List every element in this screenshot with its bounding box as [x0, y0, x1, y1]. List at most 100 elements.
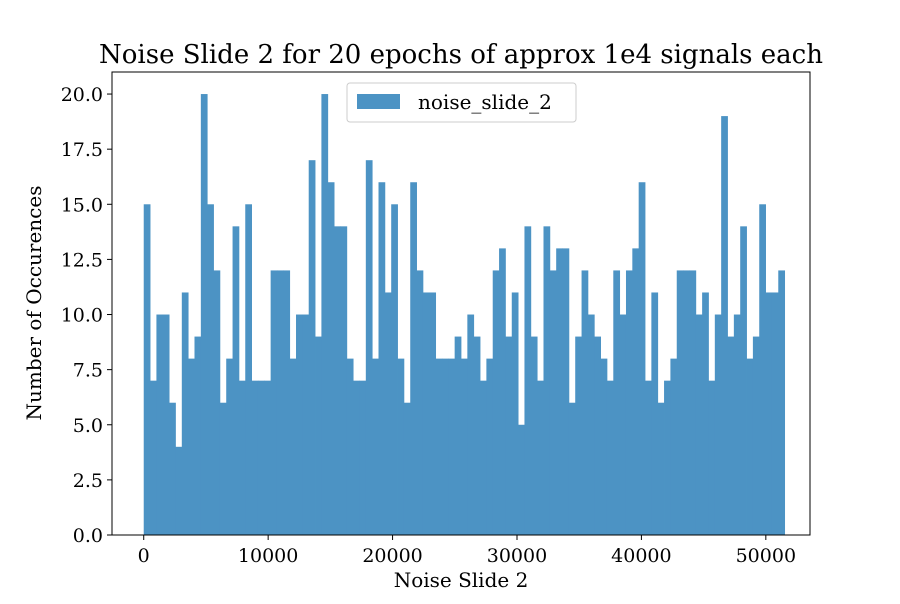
- histogram-bar: [778, 270, 786, 535]
- histogram-bar: [276, 270, 284, 535]
- histogram-bar: [581, 270, 589, 535]
- histogram-bar: [346, 358, 354, 535]
- histogram-bar: [765, 292, 773, 535]
- histogram-bar: [480, 380, 487, 535]
- histogram-bar: [708, 380, 716, 535]
- legend-box: [346, 82, 577, 123]
- histogram-bar: [251, 380, 259, 535]
- histogram-bar: [467, 314, 475, 535]
- histogram-bar: [543, 226, 551, 536]
- histogram-bar: [651, 292, 659, 535]
- histogram-bar: [429, 292, 437, 535]
- histogram-bar: [771, 292, 779, 535]
- histogram-bar: [752, 336, 760, 535]
- histogram-bar: [714, 314, 722, 535]
- y-axis-ticks: 0.0 2.5 5.0 7.5 10.0 12.5 15.0 17.5 20.0: [61, 84, 112, 547]
- histogram-bar: [632, 248, 640, 535]
- histogram-bar: [143, 204, 151, 536]
- histogram-bar: [461, 358, 468, 535]
- x-tick-label: 40000: [611, 545, 671, 567]
- histogram-bar: [619, 314, 627, 535]
- histogram-bar: [721, 116, 728, 535]
- histogram-bar: [638, 182, 646, 535]
- y-tick-label: 15.0: [61, 194, 103, 216]
- histogram-bar: [422, 292, 430, 535]
- histogram-bar: [296, 314, 303, 535]
- histogram-bar: [740, 226, 747, 536]
- histogram-bar: [499, 248, 506, 535]
- histogram-bar: [689, 270, 697, 535]
- histogram-bar: [181, 292, 189, 535]
- legend-label: noise_slide_2: [418, 90, 552, 114]
- histogram-bar: [213, 270, 221, 535]
- histogram-bar: [315, 336, 322, 535]
- histogram-bar: [378, 182, 386, 535]
- histogram-bar: [645, 380, 652, 535]
- histogram-bar: [359, 380, 367, 535]
- y-tick-label: 12.5: [61, 249, 103, 271]
- histogram-bar: [150, 380, 157, 535]
- legend-swatch: [357, 94, 400, 109]
- histogram-bar: [492, 270, 500, 535]
- histogram-bar: [676, 270, 684, 535]
- histogram-bar: [746, 358, 754, 535]
- histogram-bar: [562, 248, 570, 535]
- histogram-bar: [289, 358, 297, 535]
- y-tick-label: 7.5: [73, 360, 103, 382]
- x-tick-label: 20000: [362, 545, 422, 567]
- x-tick-label: 0: [138, 545, 150, 567]
- histogram-bar: [372, 358, 379, 535]
- y-tick-label: 2.5: [73, 470, 103, 492]
- histogram-bar: [556, 248, 563, 535]
- histogram-bar: [175, 446, 183, 535]
- histogram-bar: [537, 380, 544, 535]
- histogram-bar: [625, 270, 633, 535]
- histogram-bar: [505, 336, 513, 535]
- histogram-bar: [302, 314, 310, 535]
- histogram-bar: [473, 336, 481, 535]
- histogram-bar: [575, 336, 582, 535]
- chart-title: Noise Slide 2 for 20 epochs of approx 1e…: [99, 40, 823, 70]
- histogram-bar: [219, 402, 227, 535]
- histogram-bar: [156, 314, 164, 535]
- histogram-bar: [232, 226, 240, 536]
- histogram-bar: [365, 160, 373, 535]
- histogram-bar: [327, 182, 335, 535]
- histogram-bar: [384, 292, 392, 535]
- histogram-bar: [664, 380, 671, 535]
- histogram-bar: [410, 182, 417, 535]
- histogram-bar: [194, 336, 202, 535]
- legend: noise_slide_2: [346, 82, 577, 123]
- bars-group: [143, 94, 786, 536]
- histogram-bar: [568, 402, 576, 535]
- histogram-bar: [511, 292, 519, 535]
- y-tick-label: 5.0: [73, 415, 103, 437]
- y-axis-label: Number of Occurences: [22, 186, 46, 421]
- histogram-bar: [486, 358, 494, 535]
- histogram-bar: [416, 270, 424, 535]
- histogram-bar: [587, 314, 595, 535]
- histogram-bar: [403, 402, 411, 535]
- histogram-bar: [759, 204, 766, 536]
- histogram-bar: [283, 270, 291, 535]
- histogram-bar: [238, 380, 246, 535]
- histogram-bar: [264, 380, 272, 535]
- histogram-bar: [435, 358, 443, 535]
- histogram-bar: [162, 314, 170, 535]
- x-tick-label: 10000: [238, 545, 298, 567]
- histogram-bar: [530, 336, 538, 535]
- histogram-bar: [270, 270, 278, 535]
- x-axis-ticks: 0 10000 20000 30000 40000 50000: [138, 535, 796, 567]
- histogram-bar: [600, 358, 608, 535]
- histogram-bar: [353, 380, 360, 535]
- histogram-bar: [397, 358, 405, 535]
- histogram-bar: [524, 226, 532, 536]
- histogram-bar: [695, 314, 703, 535]
- plot-frame: [111, 71, 811, 536]
- histogram-bar: [169, 402, 176, 535]
- x-axis-label: Noise Slide 2: [394, 568, 529, 592]
- histogram-bar: [188, 358, 195, 535]
- histogram-bar: [226, 358, 233, 535]
